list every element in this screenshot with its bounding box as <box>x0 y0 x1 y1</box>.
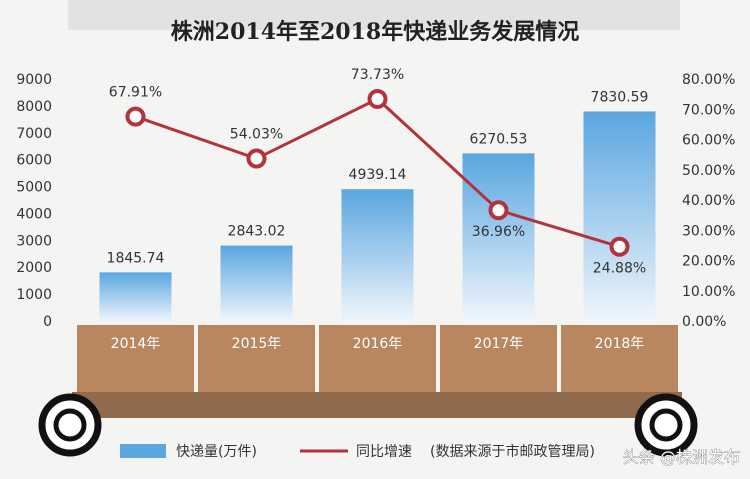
cart-box <box>561 325 678 392</box>
y2-tick-label: 30.00% <box>682 223 735 239</box>
y-tick-label: 3000 <box>16 233 52 249</box>
chart-title: 株洲2014年至2018年快递业务发展情况 <box>171 19 579 45</box>
line-value-label: 54.03% <box>230 127 283 143</box>
line-marker <box>488 200 509 221</box>
wheel-inner <box>53 408 87 442</box>
line-value-label: 73.73% <box>351 67 404 83</box>
y-tick-label: 5000 <box>16 180 52 196</box>
bar <box>220 245 293 322</box>
y-tick-label: 1000 <box>16 287 52 303</box>
header-band <box>68 0 680 30</box>
bar-value-label: 6270.53 <box>470 131 528 147</box>
bar-value-label: 7830.59 <box>591 89 649 105</box>
cart-box <box>440 325 557 392</box>
line-value-label: 24.88% <box>593 261 646 277</box>
y-tick-label: 7000 <box>16 126 52 142</box>
cart <box>38 392 698 457</box>
legend-swatch <box>120 444 166 458</box>
line-marker <box>609 236 630 257</box>
line-value-label: 36.96% <box>472 224 525 240</box>
bar-value-label: 1845.74 <box>107 250 165 266</box>
y-tick-label: 4000 <box>16 206 52 222</box>
y2-tick-label: 10.00% <box>682 284 735 300</box>
line-marker <box>125 106 146 127</box>
watermark: 头条 @株洲发布 <box>623 448 740 467</box>
y-tick-label: 2000 <box>16 260 52 276</box>
y2-tick-label: 50.00% <box>682 163 735 179</box>
x-tick-label: 2015年 <box>232 336 282 352</box>
y-tick-label: 8000 <box>16 99 52 115</box>
bar <box>341 189 414 322</box>
y-tick-label: 9000 <box>16 72 52 88</box>
cart-box <box>198 325 315 392</box>
bar <box>462 153 535 322</box>
line-marker <box>367 88 388 109</box>
x-tick-label: 2017年 <box>474 336 524 352</box>
y2-tick-label: 0.00% <box>682 314 726 330</box>
bar-value-label: 4939.14 <box>349 167 407 183</box>
line-value-label: 67.91% <box>109 85 162 101</box>
cart-base <box>72 392 682 418</box>
wheel-inner <box>649 408 683 442</box>
y2-tick-label: 80.00% <box>682 72 735 88</box>
y2-tick-label: 20.00% <box>682 254 735 270</box>
line-marker <box>246 148 267 169</box>
source-note: (数据来源于市邮政管理局) <box>430 443 595 460</box>
x-tick-label: 2018年 <box>595 336 645 352</box>
y2-tick-label: 40.00% <box>682 193 735 209</box>
bar-value-label: 2843.02 <box>228 224 286 240</box>
legend-label: 同比增速 <box>356 444 412 460</box>
cart-box <box>77 325 194 392</box>
y2-tick-label: 70.00% <box>682 102 735 118</box>
y-tick-label: 0 <box>43 314 52 330</box>
cart-box <box>319 325 436 392</box>
y-tick-label: 6000 <box>16 153 52 169</box>
x-tick-label: 2014年 <box>111 336 161 352</box>
legend-label: 快递量(万件) <box>176 444 257 460</box>
y2-tick-label: 60.00% <box>682 133 735 149</box>
bar <box>99 272 172 322</box>
x-tick-label: 2016年 <box>353 336 403 352</box>
bar <box>583 111 656 322</box>
